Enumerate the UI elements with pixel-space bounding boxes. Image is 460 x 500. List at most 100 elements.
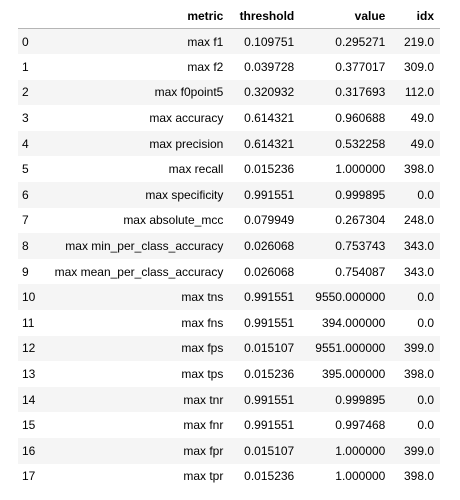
- cell-metric: max accuracy: [149, 111, 224, 126]
- row-index: 3: [22, 111, 29, 126]
- cell-value: 0.999895: [335, 392, 386, 407]
- table-row: 9 max mean_per_class_accuracy 0.026068 0.75…: [18, 259, 440, 285]
- cell-metric: max fns: [181, 315, 224, 330]
- table-row: 0 max f1 0.109751 0.295271 219.0: [18, 28, 440, 55]
- table-row: 6 max specificity 0.991551 0.999895 0.0: [18, 182, 440, 208]
- cell-idx: 0.0: [417, 392, 434, 407]
- row-index: 10: [22, 290, 36, 305]
- cell-threshold: 0.109751: [244, 34, 295, 49]
- cell-metric: max tns: [181, 290, 224, 305]
- cell-metric: max f0point5: [154, 85, 224, 100]
- cell-metric: max recall: [168, 162, 224, 177]
- cell-idx: 343.0: [403, 264, 434, 279]
- row-index: 6: [22, 187, 29, 202]
- table-body: 0 max f1 0.109751 0.295271 219.0 1 max f2 0.039…: [18, 28, 440, 490]
- cell-idx: 248.0: [403, 213, 434, 228]
- header-value: value: [300, 4, 392, 29]
- cell-metric: max f2: [187, 59, 224, 74]
- table-row: 10 max tns 0.991551 9550.000000 0.0: [18, 284, 440, 311]
- cell-threshold: 0.015107: [244, 443, 295, 458]
- header-idx: idx: [391, 4, 440, 29]
- row-index: 8: [22, 239, 29, 254]
- table-row: 7 max absolute_mcc 0.079949 0.267304 248.0: [18, 208, 440, 234]
- cell-threshold: 0.079949: [244, 213, 295, 228]
- cell-value: 9550.000000: [315, 290, 386, 305]
- cell-threshold: 0.026068: [244, 239, 295, 254]
- cell-metric: max fnr: [183, 418, 224, 433]
- cell-metric: max specificity: [145, 187, 224, 202]
- table-row: 4 max precision 0.614321 0.532258 49.0: [18, 130, 440, 157]
- cell-value: 0.267304: [335, 213, 386, 228]
- cell-value: 0.753743: [335, 239, 386, 254]
- row-index: 14: [22, 392, 36, 407]
- row-index: 4: [22, 136, 29, 151]
- cell-idx: 49.0: [410, 136, 434, 151]
- cell-metric: max fps: [181, 341, 224, 356]
- cell-idx: 398.0: [403, 162, 434, 177]
- cell-value: 1.000000: [335, 469, 386, 484]
- cell-threshold: 0.991551: [244, 315, 295, 330]
- cell-value: 0.960688: [335, 111, 386, 126]
- cell-metric: max absolute_mcc: [123, 213, 224, 228]
- header-threshold: threshold: [229, 4, 301, 29]
- cell-metric: max tpr: [183, 469, 224, 484]
- cell-idx: 0.0: [417, 315, 434, 330]
- cell-value: 1.000000: [335, 162, 386, 177]
- cell-value: 394.000000: [321, 315, 386, 330]
- table-row: 13 max tps 0.015236 395.000000 398.0: [18, 361, 440, 387]
- table-header: metric threshold value idx: [18, 4, 440, 29]
- cell-value: 395.000000: [321, 367, 386, 382]
- cell-idx: 0.0: [417, 418, 434, 433]
- cell-threshold: 0.015236: [244, 162, 295, 177]
- table-row: 1 max f2 0.039728 0.377017 309.0: [18, 54, 440, 80]
- cell-value: 0.532258: [335, 136, 386, 151]
- row-index: 16: [22, 443, 36, 458]
- cell-threshold: 0.614321: [244, 136, 295, 151]
- cell-value: 0.295271: [335, 34, 386, 49]
- cell-value: 9551.000000: [315, 341, 386, 356]
- table-row: 15 max fnr 0.991551 0.997468 0.0: [18, 412, 440, 438]
- cell-idx: 309.0: [403, 59, 434, 74]
- row-index: 12: [22, 341, 36, 356]
- table-row: 16 max fpr 0.015107 1.000000 399.0: [18, 438, 440, 464]
- cell-threshold: 0.015236: [244, 469, 295, 484]
- notebook-output: metric threshold value idx 0 max f1 0.1097…: [18, 4, 440, 489]
- cell-idx: 49.0: [410, 111, 434, 126]
- table-row: 3 max accuracy 0.614321 0.960688 49.0: [18, 105, 440, 131]
- table-row: 14 max tnr 0.991551 0.999895 0.0: [18, 386, 440, 413]
- cell-idx: 219.0: [403, 34, 434, 49]
- row-index: 17: [22, 469, 36, 484]
- cell-threshold: 0.991551: [244, 418, 295, 433]
- row-index: 9: [22, 264, 29, 279]
- cell-value: 0.997468: [335, 418, 386, 433]
- cell-metric: max tnr: [183, 392, 224, 407]
- cell-threshold: 0.320932: [244, 85, 295, 100]
- cell-threshold: 0.039728: [244, 59, 295, 74]
- row-index: 7: [22, 213, 29, 228]
- cell-value: 0.754087: [335, 264, 386, 279]
- table-row: 2 max f0point5 0.320932 0.317693 112.0: [18, 79, 440, 106]
- cell-idx: 343.0: [403, 239, 434, 254]
- cell-idx: 399.0: [403, 443, 434, 458]
- cell-idx: 0.0: [417, 187, 434, 202]
- cell-metric: max fpr: [183, 443, 224, 458]
- cell-value: 0.317693: [335, 85, 386, 100]
- cell-metric: max precision: [149, 136, 224, 151]
- cell-idx: 398.0: [403, 367, 434, 382]
- cell-metric: max min_per_class_accuracy: [65, 239, 224, 254]
- row-index: 5: [22, 162, 29, 177]
- table-row: 12 max fps 0.015107 9551.000000 399.0: [18, 335, 440, 362]
- row-index: 15: [22, 418, 36, 433]
- cell-threshold: 0.015107: [244, 341, 295, 356]
- table-row: 11 max fns 0.991551 394.000000 0.0: [18, 310, 440, 336]
- row-index: 0: [22, 34, 29, 49]
- cell-value: 1.000000: [335, 443, 386, 458]
- cell-threshold: 0.991551: [244, 187, 295, 202]
- table-row: 5 max recall 0.015236 1.000000 398.0: [18, 156, 440, 182]
- cell-threshold: 0.015236: [244, 367, 295, 382]
- cell-metric: max mean_per_class_accuracy: [54, 264, 224, 279]
- cell-threshold: 0.614321: [244, 111, 295, 126]
- dataframe-table: metric threshold value idx 0 max f1 0.1097…: [18, 4, 440, 489]
- table-row: 17 max tpr 0.015236 1.000000 398.0: [18, 464, 440, 490]
- cell-idx: 399.0: [403, 341, 434, 356]
